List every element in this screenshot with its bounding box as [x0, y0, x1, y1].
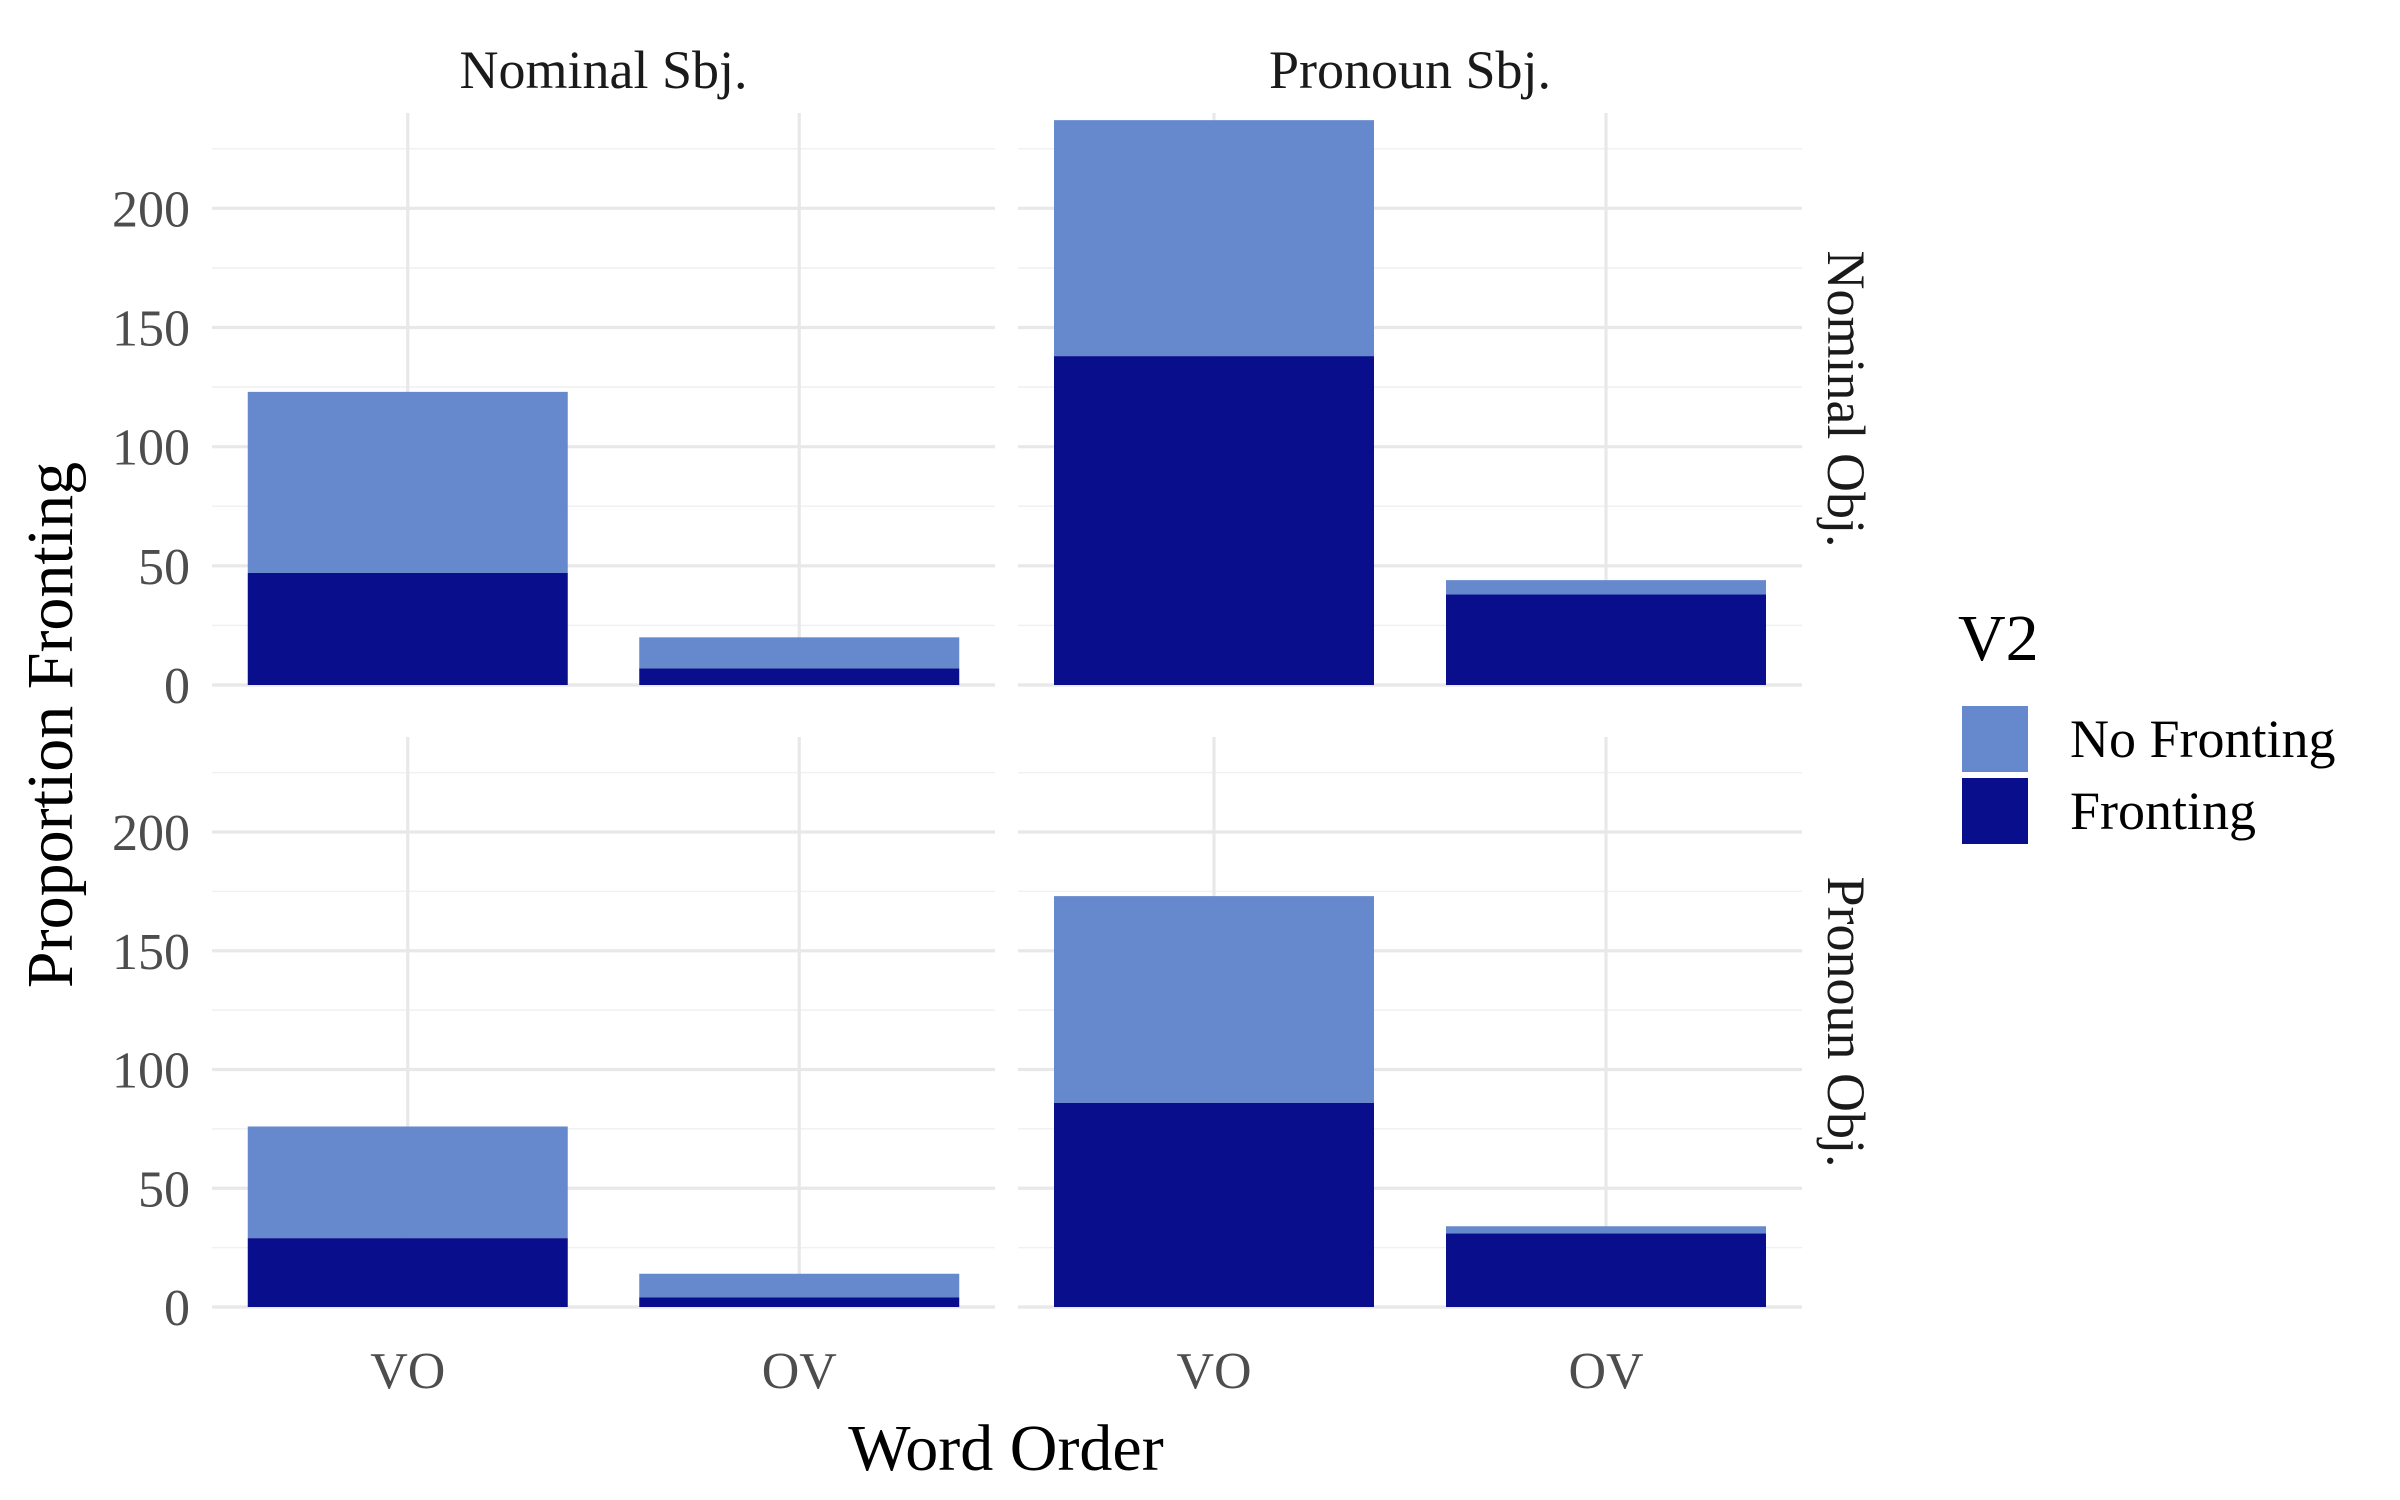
row-strip-label: Pronoun Obj. — [1816, 876, 1876, 1167]
bar-no-fronting-vo — [1054, 896, 1374, 1103]
bar-fronting-vo — [247, 572, 568, 685]
panel-nominal-sbj-nominal-obj — [212, 113, 995, 687]
y-tick-label: 100 — [112, 420, 190, 477]
x-axis-title: Word Order — [848, 1412, 1163, 1485]
y-tick-label: 200 — [112, 181, 190, 238]
y-tick-label: 0 — [164, 1280, 190, 1337]
y-axis-title: Proportion Fronting — [14, 462, 87, 988]
x-axis-ticks: VO OV VO OV — [370, 1343, 1643, 1400]
legend: V2 No Fronting Fronting — [1958, 602, 2336, 844]
bar-fronting-ov — [639, 668, 960, 685]
column-strip-label: Nominal Sbj. — [459, 40, 747, 100]
legend-key-fronting — [1962, 778, 2028, 844]
bar-fronting-vo — [247, 1238, 568, 1307]
x-tick-label: VO — [370, 1343, 445, 1400]
panel-nominal-sbj-pronoun-obj — [212, 737, 995, 1309]
column-strip-label: Pronoun Sbj. — [1269, 40, 1551, 100]
bar-no-fronting-ov — [1446, 580, 1766, 595]
y-tick-label: 100 — [112, 1043, 190, 1100]
x-tick-label: OV — [1568, 1343, 1643, 1400]
bar-no-fronting-ov — [1446, 1226, 1766, 1234]
bar-fronting-vo — [1054, 1102, 1374, 1307]
bar-no-fronting-vo — [1054, 120, 1374, 357]
x-tick-label: VO — [1176, 1343, 1251, 1400]
facet-panels — [212, 113, 1802, 1309]
row-strip-label: Nominal Obj. — [1816, 251, 1876, 548]
panel-pronoun-sbj-nominal-obj — [1018, 113, 1802, 687]
bar-fronting-ov — [1446, 1233, 1766, 1307]
bar-no-fronting-ov — [639, 1273, 960, 1298]
bar-fronting-ov — [1446, 594, 1766, 685]
bar-no-fronting-ov — [639, 637, 960, 669]
y-tick-label: 50 — [138, 539, 190, 596]
legend-label-fronting: Fronting — [2070, 781, 2256, 841]
bar-no-fronting-vo — [247, 1126, 568, 1239]
y-tick-label: 0 — [164, 658, 190, 715]
panel-pronoun-sbj-pronoun-obj — [1018, 737, 1802, 1309]
legend-label-no-fronting: No Fronting — [2070, 709, 2336, 769]
y-tick-label: 200 — [112, 805, 190, 862]
x-tick-label: OV — [762, 1343, 837, 1400]
y-axis-ticks: 0 50 100 150 200 0 50 100 150 200 — [112, 181, 190, 1337]
y-tick-label: 150 — [112, 301, 190, 358]
legend-title: V2 — [1958, 602, 2039, 675]
y-tick-label: 50 — [138, 1161, 190, 1218]
facet-strips: Nominal Sbj. Pronoun Sbj. Nominal Obj. Pron… — [459, 40, 1876, 1168]
bar-fronting-ov — [639, 1297, 960, 1307]
bar-no-fronting-vo — [247, 391, 568, 573]
legend-key-no-fronting — [1962, 706, 2028, 772]
bar-fronting-vo — [1054, 356, 1374, 685]
y-tick-label: 150 — [112, 924, 190, 981]
